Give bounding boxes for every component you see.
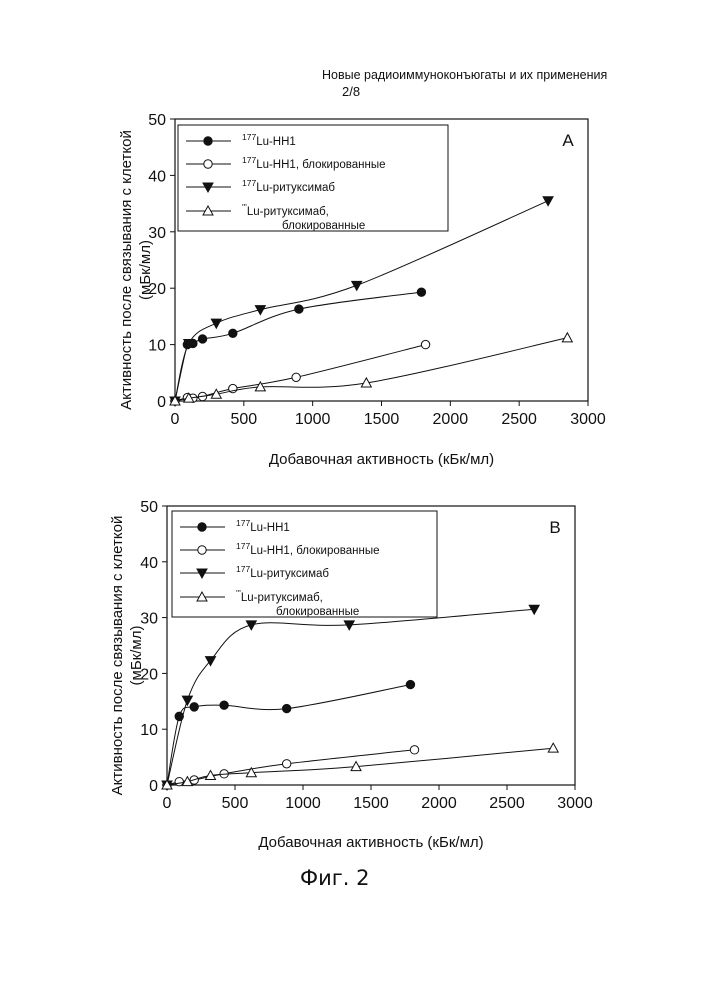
x-tick-label: 3000 [570, 411, 606, 428]
data-point [352, 281, 362, 290]
legend-label-superscript: 177 [242, 178, 256, 188]
series-line [175, 345, 426, 401]
data-point [421, 340, 429, 348]
chart-panel-b: 01020304050050010001500200025003000Добав… [109, 499, 593, 851]
x-tick-label: 1000 [295, 411, 331, 428]
data-point [295, 305, 303, 313]
data-point [190, 703, 198, 711]
legend-marker [204, 160, 212, 168]
data-point [282, 760, 290, 768]
series-line [167, 750, 415, 785]
data-point [211, 319, 221, 328]
figure-caption: Фиг. 2 [300, 866, 369, 890]
data-point [406, 680, 414, 688]
x-axis-label: Добавочная активность (кБк/мл) [258, 834, 483, 851]
x-tick-label: 2500 [489, 795, 525, 812]
x-tick-label: 500 [222, 795, 249, 812]
legend-label-text: Lu-ритуксимаб, [247, 206, 329, 218]
y-tick-label: 40 [140, 555, 158, 572]
x-tick-label: 3000 [557, 795, 593, 812]
x-axis-label: Добавочная активность (кБк/мл) [269, 451, 494, 468]
y-tick-label: 50 [140, 499, 158, 516]
y-tick-label: 10 [140, 722, 158, 739]
x-tick-label: 1500 [364, 411, 400, 428]
y-tick-label: 10 [148, 338, 166, 355]
data-point [417, 288, 425, 296]
chart-panel-a: 01020304050050010001500200025003000Добав… [118, 112, 606, 468]
legend-label-superscript: 177 [242, 155, 256, 165]
y-axis-label-units: (мБк/мл) [128, 626, 145, 686]
x-tick-label: 2000 [433, 411, 469, 428]
panel-label: B [549, 518, 560, 537]
legend-label-text: Lu-ритуксимаб [250, 568, 329, 580]
y-axis-label-line: Активность после связывания с клеткой [109, 516, 126, 796]
y-tick-label: 0 [149, 778, 158, 795]
x-tick-label: 1500 [353, 795, 389, 812]
legend-label-continued: блокированные [276, 606, 359, 618]
legend-label-superscript: 177 [242, 132, 256, 142]
legend-label-superscript: 177 [236, 518, 250, 528]
data-point [543, 197, 553, 206]
x-tick-label: 1000 [285, 795, 321, 812]
legend-label-text: Lu-ритуксимаб, [241, 592, 323, 604]
panel-label: A [562, 131, 574, 150]
legend-marker [204, 137, 212, 145]
data-point [282, 704, 290, 712]
data-point [220, 701, 228, 709]
legend-marker [198, 546, 206, 554]
legend-label-superscript: 177 [236, 564, 250, 574]
y-tick-label: 30 [148, 225, 166, 242]
x-tick-label: 500 [230, 411, 257, 428]
x-tick-label: 2000 [421, 795, 457, 812]
data-point [246, 621, 256, 630]
y-axis-label-line: Активность после связывания с клеткой [118, 130, 135, 410]
legend-label-text: Lu-HH1, блокированные [256, 159, 385, 171]
legend-label-superscript: 177 [236, 541, 250, 551]
data-point [562, 333, 572, 342]
legend-label-continued: блокированные [282, 220, 365, 232]
y-tick-label: 50 [148, 112, 166, 129]
y-tick-label: 30 [140, 611, 158, 628]
legend-label-text: Lu-HH1 [256, 136, 296, 148]
legend-label-text: Lu-HH1 [250, 522, 290, 534]
x-tick-label: 2500 [501, 411, 537, 428]
data-point [410, 746, 418, 754]
y-tick-label: 40 [148, 168, 166, 185]
legend-label-text: Lu-ритуксимаб [256, 182, 335, 194]
series-line [167, 748, 553, 785]
figure-charts: 01020304050050010001500200025003000Добав… [0, 0, 707, 1000]
legend-marker [198, 523, 206, 531]
data-point [175, 777, 183, 785]
data-point [229, 329, 237, 337]
data-point [292, 373, 300, 381]
data-point [198, 335, 206, 343]
y-tick-label: 0 [157, 394, 166, 411]
series-line [167, 685, 410, 785]
y-axis-label-units: (мБк/мл) [137, 240, 154, 300]
legend-label-text: Lu-HH1, блокированные [250, 545, 379, 557]
x-tick-label: 0 [163, 795, 172, 812]
x-tick-label: 0 [171, 411, 180, 428]
data-point [548, 743, 558, 752]
